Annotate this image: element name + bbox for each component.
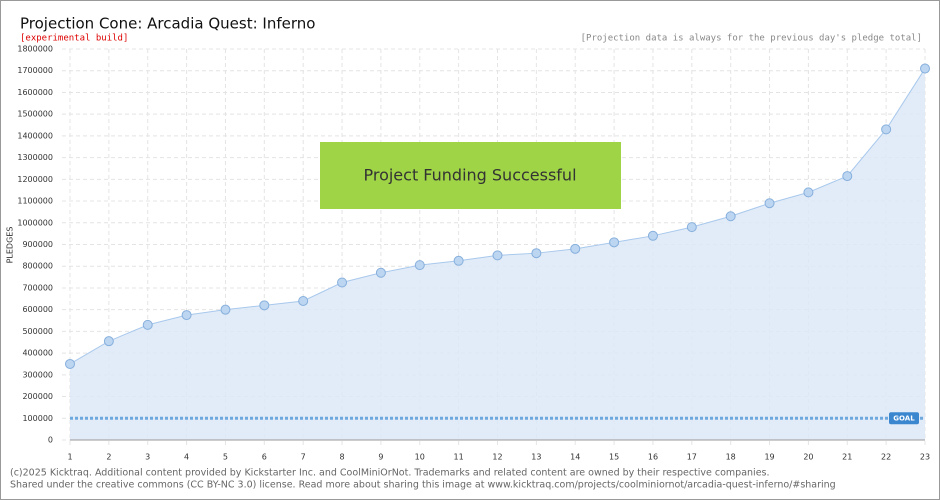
point xyxy=(492,250,503,261)
x-tick-label: 9 xyxy=(378,453,383,462)
point xyxy=(531,248,542,259)
y-tick-label: 1400000 xyxy=(17,131,53,140)
y-tick-label: 400000 xyxy=(22,349,53,358)
y-tick-label: 600000 xyxy=(22,305,53,314)
y-tick-label: 300000 xyxy=(22,370,53,379)
point xyxy=(103,336,114,347)
point xyxy=(337,277,348,288)
x-tick-label: 1 xyxy=(67,453,72,462)
x-tick-label: 14 xyxy=(570,453,580,462)
y-tick-label: 900000 xyxy=(22,240,53,249)
subtitle: [experimental build] xyxy=(20,34,128,44)
x-tick-label: 12 xyxy=(492,453,502,462)
x-tick-label: 19 xyxy=(764,453,774,462)
y-tick-label: 1200000 xyxy=(17,175,53,184)
y-tick-label: 700000 xyxy=(22,283,53,292)
y-tick-label: 1600000 xyxy=(17,88,53,97)
point xyxy=(609,237,620,248)
point xyxy=(142,319,153,330)
point xyxy=(725,211,736,222)
note: [Projection data is always for the previ… xyxy=(581,34,922,44)
x-tick-label: 20 xyxy=(803,453,813,462)
x-tick-label: 22 xyxy=(881,453,891,462)
point xyxy=(414,260,425,271)
point xyxy=(842,171,853,182)
footer: (c)2025 Kicktraq. Additional content pro… xyxy=(10,468,770,479)
y-tick-label: 500000 xyxy=(22,327,53,336)
y-axis-label: PLEDGES xyxy=(6,227,15,264)
banner-text: Project Funding Successful xyxy=(363,166,576,185)
point xyxy=(220,304,231,315)
point xyxy=(764,198,775,209)
point xyxy=(298,295,309,306)
y-tick-label: 200000 xyxy=(22,392,53,401)
y-tick-label: 800000 xyxy=(22,262,53,271)
point xyxy=(259,300,270,311)
y-tick-label: 100000 xyxy=(22,414,53,423)
point xyxy=(570,243,581,254)
goal-badge xyxy=(889,412,919,425)
point xyxy=(920,63,930,74)
point xyxy=(686,222,697,233)
x-tick-label: 8 xyxy=(339,453,344,462)
x-tick-label: 2 xyxy=(106,453,111,462)
area xyxy=(70,68,925,441)
point xyxy=(375,267,386,278)
goal-label: GOAL xyxy=(893,414,915,422)
chart-title: Projection Cone: Arcadia Quest: Inferno xyxy=(20,15,315,33)
point xyxy=(453,255,464,266)
x-tick-label: 3 xyxy=(145,453,150,462)
x-tick-label: 16 xyxy=(648,453,658,462)
y-tick-label: 1100000 xyxy=(17,197,53,206)
y-tick-label: 1000000 xyxy=(17,218,53,227)
x-tick-label: 11 xyxy=(454,453,464,462)
x-tick-label: 17 xyxy=(687,453,697,462)
footer: Shared under the creative commons (CC BY… xyxy=(10,480,836,491)
x-tick-label: 6 xyxy=(262,453,267,462)
banner xyxy=(320,142,621,209)
x-tick-label: 21 xyxy=(842,453,852,462)
point xyxy=(181,310,192,321)
x-tick-label: 18 xyxy=(726,453,736,462)
point xyxy=(803,187,814,198)
y-tick-label: 1300000 xyxy=(17,153,53,162)
x-tick-label: 7 xyxy=(301,453,306,462)
x-tick-label: 13 xyxy=(531,453,541,462)
x-tick-label: 23 xyxy=(920,453,930,462)
y-tick-label: 0 xyxy=(48,436,53,445)
point xyxy=(65,358,75,369)
x-tick-label: 4 xyxy=(184,453,189,462)
y-tick-label: 1800000 xyxy=(17,45,53,54)
y-tick-label: 1700000 xyxy=(17,66,53,75)
x-tick-label: 5 xyxy=(223,453,228,462)
x-tick-label: 15 xyxy=(609,453,619,462)
point xyxy=(881,124,892,135)
x-tick-label: 10 xyxy=(415,453,425,462)
y-tick-label: 1500000 xyxy=(17,110,53,119)
point xyxy=(647,230,658,241)
